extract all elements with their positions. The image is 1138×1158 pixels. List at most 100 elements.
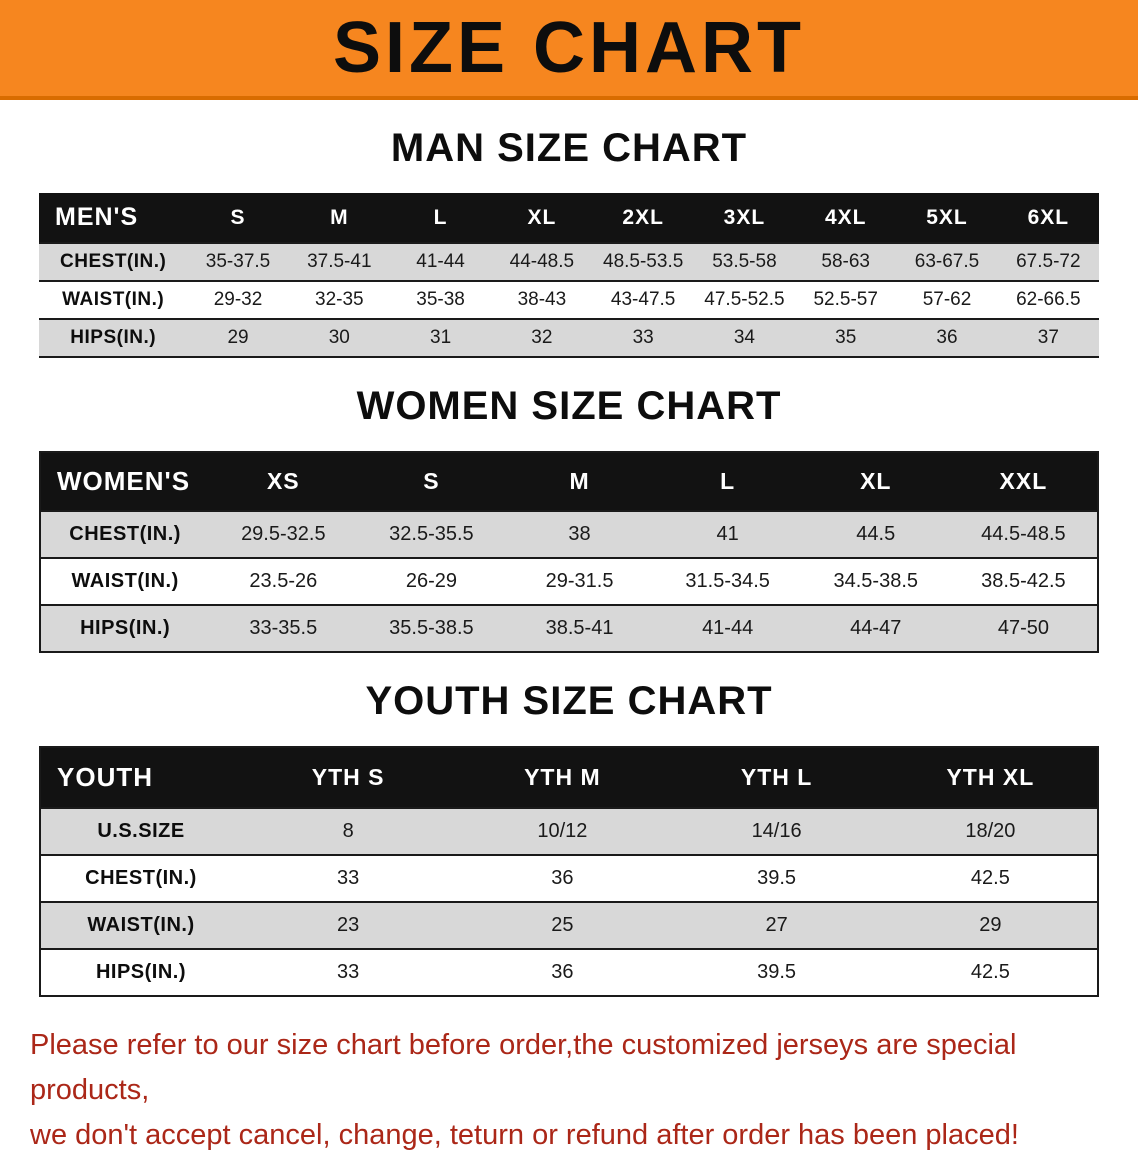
- size-chart-banner: SIZE CHART: [0, 0, 1138, 100]
- size-value-cell: 26-29: [405, 570, 457, 592]
- size-value-cell: 32: [531, 327, 553, 348]
- women-size-section: WOMEN SIZE CHART WOMEN'S XS S M L XL XXL CHEST(…: [39, 384, 1099, 653]
- row-label: CHEST(IN.): [69, 523, 181, 545]
- men-size-section: MAN SIZE CHART MEN'S S M L XL 2XL 3XL 4XL 5XL 6XL…: [39, 126, 1099, 358]
- size-value-cell: 44.5-48.5: [981, 523, 1066, 545]
- size-value-cell: 42.5: [970, 867, 1010, 889]
- size-column-header: S: [187, 193, 289, 243]
- size-value-cell: 41-44: [702, 617, 754, 639]
- youth-section-heading: YOUTH SIZE CHART: [365, 679, 773, 723]
- size-column-header: 5XL: [896, 193, 998, 243]
- table-corner-label: MEN'S: [39, 193, 188, 243]
- size-value-cell: 35: [835, 327, 857, 348]
- size-value-cell: 36: [551, 961, 574, 983]
- table-row: HIPS(IN.) 29 30 31 32 33 34 35 36 37: [39, 319, 1099, 357]
- size-value-cell: 63-67.5: [914, 251, 980, 272]
- size-column-header: YTH M: [455, 747, 670, 808]
- row-label: HIPS(IN.): [80, 617, 171, 639]
- table-row: HIPS(IN.) 33 36 39.5 42.5: [40, 949, 1098, 996]
- banner-title: SIZE CHART: [333, 8, 805, 88]
- size-value-cell: 53.5-58: [712, 251, 777, 272]
- size-column-header: S: [357, 452, 506, 511]
- size-value-cell: 23.5-26: [249, 570, 318, 592]
- size-value-cell: 30: [328, 327, 350, 348]
- size-value-cell: 44-47: [850, 617, 902, 639]
- size-value-cell: 38-43: [517, 289, 567, 310]
- size-value-cell: 35.5-38.5: [389, 617, 474, 639]
- size-value-cell: 25: [551, 914, 574, 936]
- note-line-1: Please refer to our size chart before or…: [30, 1029, 1017, 1106]
- size-column-header: M: [505, 452, 654, 511]
- size-value-cell: 67.5-72: [1016, 251, 1081, 272]
- size-value-cell: 52.5-57: [813, 289, 878, 310]
- men-section-heading: MAN SIZE CHART: [390, 126, 748, 170]
- size-value-cell: 44.5: [856, 523, 896, 545]
- row-label: WAIST(IN.): [87, 914, 195, 936]
- size-value-cell: 39.5: [757, 867, 797, 889]
- table-row: WAIST(IN.) 29-32 32-35 35-38 38-43 43-47.5 47.…: [39, 281, 1099, 319]
- table-row: U.S.SIZE 8 10/12 14/16 18/20: [40, 808, 1098, 855]
- size-column-header: L: [389, 193, 492, 243]
- size-value-cell: 43-47.5: [610, 289, 676, 310]
- table-row: CHEST(IN.) 33 36 39.5 42.5: [40, 855, 1098, 902]
- size-value-cell: 33-35.5: [249, 617, 318, 639]
- size-value-cell: 34: [733, 327, 755, 348]
- size-column-header: YTH L: [669, 747, 884, 808]
- table-header-row: YOUTH YTH S YTH M YTH L YTH XL: [40, 747, 1098, 808]
- row-label: U.S.SIZE: [97, 820, 185, 842]
- size-column-header: XL: [801, 452, 950, 511]
- women-section-heading: WOMEN SIZE CHART: [356, 384, 782, 428]
- size-value-cell: 41-44: [416, 251, 465, 272]
- table-corner-label: WOMEN'S: [40, 452, 210, 511]
- size-value-cell: 38: [568, 523, 591, 545]
- size-value-cell: 62-66.5: [1016, 289, 1081, 310]
- youth-size-section: YOUTH SIZE CHART YOUTH YTH S YTH M YTH L YTH…: [39, 679, 1099, 997]
- size-value-cell: 27: [765, 914, 788, 936]
- size-value-cell: 37: [1037, 327, 1059, 348]
- row-label: HIPS(IN.): [70, 327, 157, 348]
- size-value-cell: 14/16: [751, 820, 802, 842]
- size-value-cell: 38.5-42.5: [981, 570, 1066, 592]
- table-row: CHEST(IN.) 29.5-32.5 32.5-35.5 38 41 44.5 44.5…: [40, 511, 1098, 558]
- size-value-cell: 47.5-52.5: [704, 289, 785, 310]
- size-column-header: L: [653, 452, 802, 511]
- size-value-cell: 42.5: [970, 961, 1010, 983]
- size-column-header: XL: [491, 193, 593, 243]
- size-value-cell: 29: [227, 327, 249, 348]
- table-row: HIPS(IN.) 33-35.5 35.5-38.5 38.5-41 41-44 44-…: [40, 605, 1098, 652]
- size-value-cell: 37.5-41: [307, 251, 372, 272]
- row-label: WAIST(IN.): [62, 289, 165, 310]
- size-value-cell: 31: [430, 327, 452, 348]
- size-value-cell: 33: [632, 327, 654, 348]
- size-value-cell: 47-50: [997, 617, 1049, 639]
- size-column-header: M: [288, 193, 390, 243]
- size-value-cell: 41: [716, 523, 739, 545]
- table-row: WAIST(IN.) 23.5-26 26-29 29-31.5 31.5-34.5 34…: [40, 558, 1098, 605]
- size-value-cell: 32-35: [315, 289, 364, 310]
- size-value-cell: 38.5-41: [545, 617, 614, 639]
- size-column-header: YTH XL: [883, 747, 1098, 808]
- youth-size-table: YOUTH YTH S YTH M YTH L YTH XL U.S.SIZE 8 10/12…: [39, 746, 1099, 997]
- size-column-header: XXL: [949, 452, 1098, 511]
- size-value-cell: 18/20: [965, 820, 1016, 842]
- size-value-cell: 35-37.5: [205, 251, 271, 272]
- row-label: CHEST(IN.): [60, 251, 167, 272]
- size-value-cell: 29: [979, 914, 1002, 936]
- size-value-cell: 35-38: [416, 289, 465, 310]
- table-row: CHEST(IN.) 35-37.5 37.5-41 41-44 44-48.5 48.5…: [39, 243, 1099, 281]
- size-column-header: 4XL: [795, 193, 897, 243]
- size-column-header: YTH S: [241, 747, 456, 808]
- table-header-row: MEN'S S M L XL 2XL 3XL 4XL 5XL 6XL: [39, 193, 1099, 243]
- table-header-row: WOMEN'S XS S M L XL XXL: [40, 452, 1098, 511]
- men-size-table: MEN'S S M L XL 2XL 3XL 4XL 5XL 6XL CHEST(IN.) 35-37…: [39, 193, 1099, 358]
- size-value-cell: 33: [337, 961, 360, 983]
- table-corner-label: YOUTH: [40, 747, 242, 808]
- size-column-header: 6XL: [997, 193, 1099, 243]
- size-value-cell: 32.5-35.5: [389, 523, 474, 545]
- size-column-header: 2XL: [592, 193, 694, 243]
- size-value-cell: 36: [551, 867, 574, 889]
- size-value-cell: 23: [337, 914, 360, 936]
- size-value-cell: 31.5-34.5: [685, 570, 770, 592]
- size-value-cell: 44-48.5: [509, 251, 575, 272]
- size-value-cell: 57-62: [922, 289, 972, 310]
